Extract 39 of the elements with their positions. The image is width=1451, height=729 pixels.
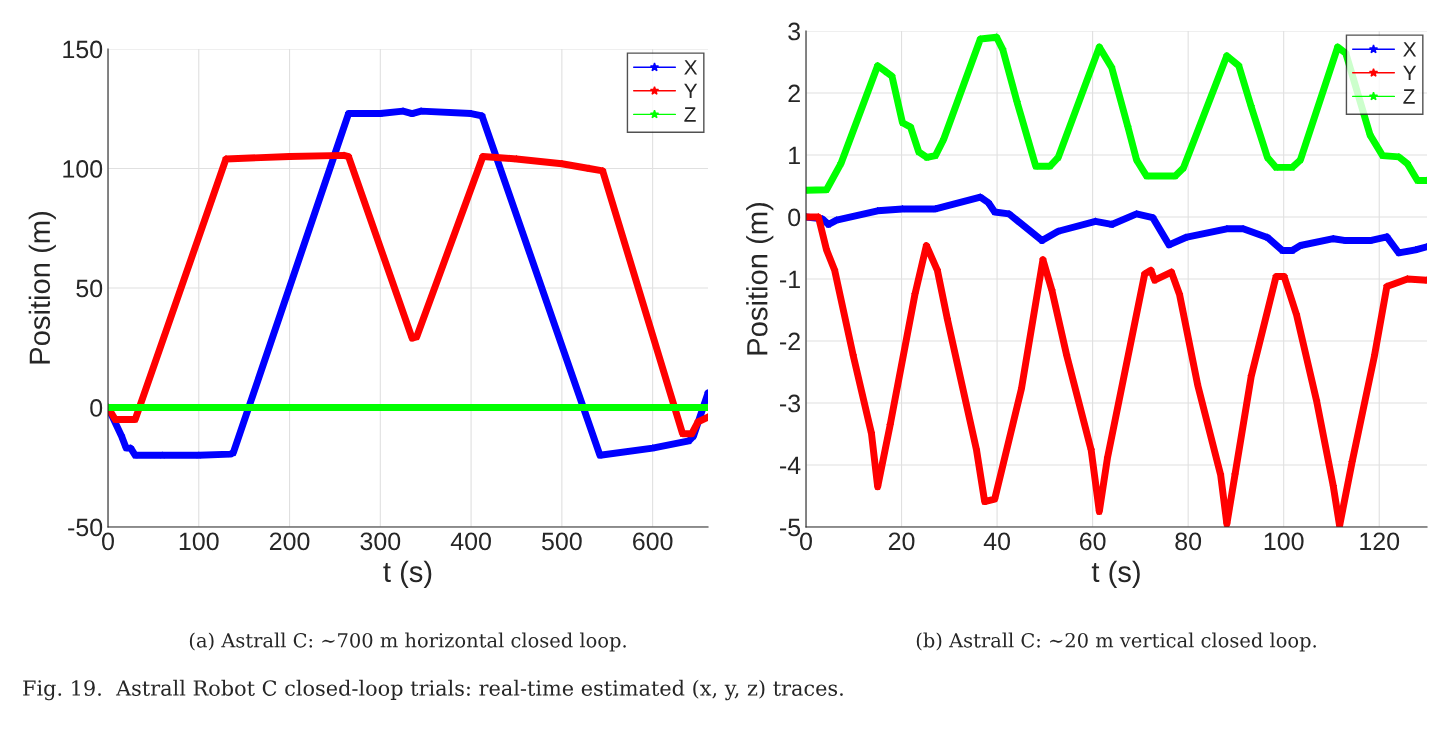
y-tick-label: -1 bbox=[780, 270, 800, 289]
y-tick-label: 0 bbox=[788, 208, 801, 227]
legend-label: Y bbox=[684, 83, 698, 99]
x-tick-label: 100 bbox=[1264, 532, 1304, 551]
text: (a) Astrall C: ∼700 m horizontal closed loop. bbox=[189, 632, 626, 652]
text: (b) Astrall C: ∼20 m vertical closed loop. bbox=[916, 632, 1316, 652]
y-tick-label: 2 bbox=[788, 84, 800, 103]
x-tick-label: 500 bbox=[542, 532, 582, 551]
x-tick-label: 100 bbox=[179, 532, 219, 551]
x-tick-label: 20 bbox=[888, 532, 915, 551]
y-tick-label: 100 bbox=[63, 160, 103, 178]
x-tick-label: 60 bbox=[1079, 532, 1106, 551]
y-tick-label: 150 bbox=[63, 40, 103, 59]
legend-label: Z bbox=[684, 107, 696, 122]
legend-label: X bbox=[684, 60, 698, 75]
y-tick-label: -3 bbox=[780, 394, 801, 413]
y-tick-label: 3 bbox=[788, 22, 801, 41]
y-tick-label: -5 bbox=[780, 518, 801, 537]
legend-label: X bbox=[1403, 42, 1417, 57]
y-axis-title: Position (m) bbox=[28, 212, 56, 364]
x-tick-label: 400 bbox=[450, 532, 491, 551]
x-tick-label: 40 bbox=[983, 532, 1010, 551]
y-tick-label: 0 bbox=[90, 399, 103, 417]
y-tick-label: -2 bbox=[780, 332, 800, 351]
legend-label: Z bbox=[1403, 89, 1415, 104]
x-tick-label: 80 bbox=[1175, 532, 1202, 551]
x-tick-label: 600 bbox=[633, 532, 673, 551]
y-tick-label: -4 bbox=[780, 456, 801, 475]
legend-label: Y bbox=[1403, 65, 1417, 81]
x-axis-title: t (s) bbox=[383, 560, 432, 588]
x-tick-label: 120 bbox=[1360, 532, 1400, 551]
y-tick-label: 1 bbox=[789, 146, 800, 165]
x-axis-title: t (s) bbox=[1091, 560, 1140, 588]
x-tick-label: 200 bbox=[269, 532, 310, 551]
y-axis-title: Position (m) bbox=[746, 203, 774, 355]
caption: Fig. 19. Astrall Robot C closed-loop trials: real-time estimated (x, y, z) traces. bbox=[23, 679, 843, 701]
y-tick-label: 50 bbox=[76, 279, 103, 298]
x-tick-label: 300 bbox=[360, 532, 401, 551]
y-tick-label: -50 bbox=[68, 518, 103, 537]
